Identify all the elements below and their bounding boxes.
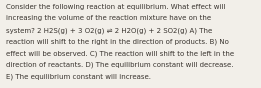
Text: reaction will shift to the right in the direction of products. B) No: reaction will shift to the right in the … (6, 39, 229, 45)
Text: E) The equilibrium constant will increase.: E) The equilibrium constant will increas… (6, 73, 151, 80)
Text: effect will be observed. C) The reaction will shift to the left in the: effect will be observed. C) The reaction… (6, 50, 234, 57)
Text: Consider the following reaction at equilibrium. What effect will: Consider the following reaction at equil… (6, 4, 225, 10)
Text: increasing the volume of the reaction mixture have on the: increasing the volume of the reaction mi… (6, 15, 211, 21)
Text: direction of reactants. D) The equilibrium constant will decrease.: direction of reactants. D) The equilibri… (6, 62, 233, 68)
Text: system? 2 H2S(g) + 3 O2(g) ⇌ 2 H2O(g) + 2 SO2(g) A) The: system? 2 H2S(g) + 3 O2(g) ⇌ 2 H2O(g) + … (6, 27, 212, 34)
